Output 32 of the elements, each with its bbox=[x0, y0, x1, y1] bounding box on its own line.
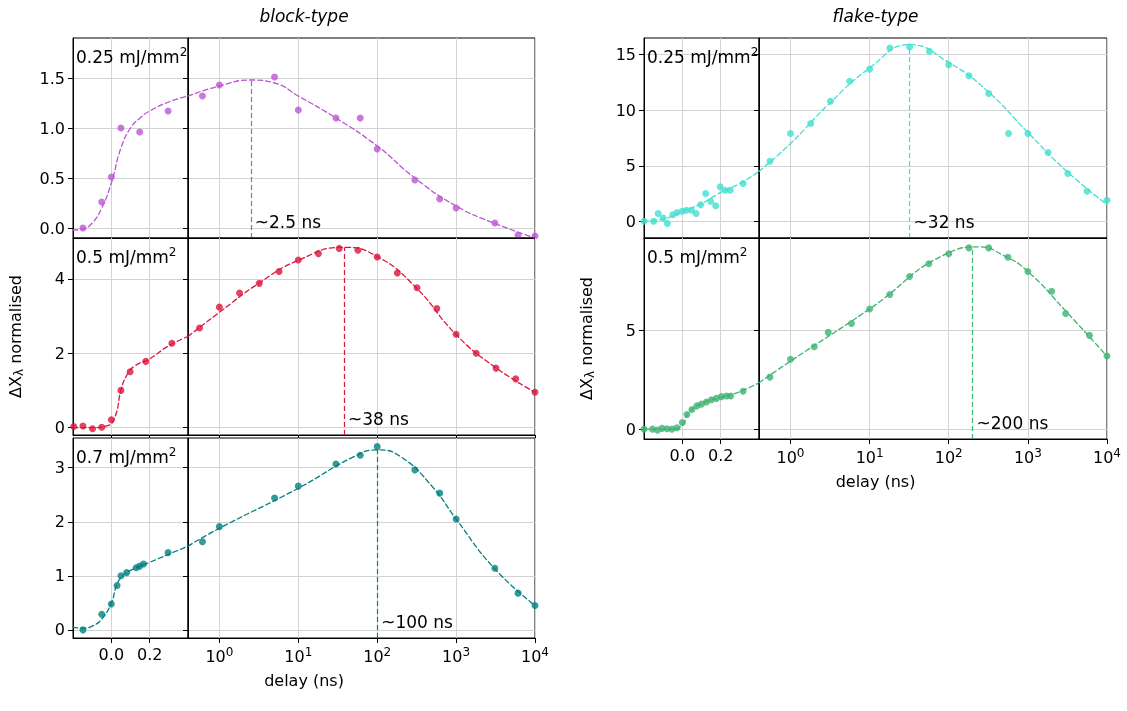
y-tick-label: 0 bbox=[625, 211, 636, 231]
chart-title: flake-type bbox=[832, 5, 919, 26]
y-tick-label: 0.0 bbox=[39, 218, 65, 238]
x-axis-title: delay (ns) bbox=[264, 670, 344, 690]
y-tick-label: 3 bbox=[54, 458, 65, 478]
x-axis-title: delay (ns) bbox=[835, 471, 916, 491]
y-tick-label: 0 bbox=[625, 419, 636, 439]
y-tick-label: 2 bbox=[54, 512, 65, 532]
x-tick-label: 0.2 bbox=[707, 445, 734, 465]
y-tick-label: 1.0 bbox=[39, 118, 65, 138]
y-axis-title: ΔXλ normalised bbox=[577, 277, 597, 400]
y-tick-label: 4 bbox=[54, 269, 65, 289]
ref-line-label: ~100 ns bbox=[381, 611, 454, 632]
x-tick-label: 0.0 bbox=[669, 445, 696, 465]
y-tick-label: 1.5 bbox=[39, 68, 65, 88]
y-tick-label: 1 bbox=[54, 566, 65, 586]
y-tick-label: 0 bbox=[54, 418, 65, 438]
y-tick-label: 0 bbox=[54, 620, 65, 640]
chart-title: block-type bbox=[259, 5, 349, 26]
ref-line-label: ~38 ns bbox=[348, 408, 410, 429]
y-tick-label: 5 bbox=[625, 156, 636, 176]
ref-line-label: ~32 ns bbox=[913, 211, 975, 232]
y-tick-label: 5 bbox=[625, 321, 636, 341]
y-axis-title: ΔXλ normalised bbox=[6, 275, 26, 398]
x-tick-label: 0.0 bbox=[98, 644, 125, 664]
ref-line-label: ~2.5 ns bbox=[254, 211, 322, 232]
y-tick-label: 10 bbox=[615, 100, 636, 120]
y-tick-label: 0.5 bbox=[39, 168, 65, 188]
x-tick-label: 0.2 bbox=[136, 644, 163, 664]
ref-line-label: ~200 ns bbox=[976, 412, 1049, 433]
y-tick-label: 2 bbox=[54, 343, 65, 363]
y-tick-label: 15 bbox=[615, 45, 636, 65]
